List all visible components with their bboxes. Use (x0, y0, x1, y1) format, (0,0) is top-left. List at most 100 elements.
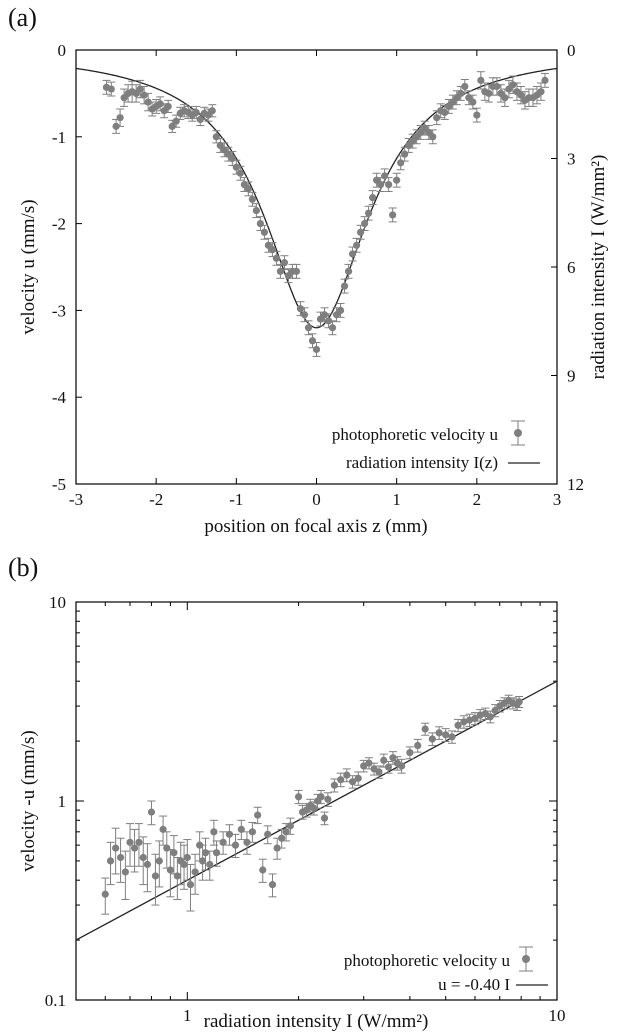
data-point (330, 781, 339, 789)
data-point (340, 282, 349, 290)
data-point-group (147, 800, 156, 826)
data-point (324, 795, 332, 803)
data-point (320, 814, 329, 822)
data-point (151, 872, 160, 880)
data-point-group (397, 758, 406, 774)
panel-a-y2-axis-label: radiation intensity I (W/mm²) (588, 155, 609, 380)
data-point (256, 220, 264, 228)
data-point-group (205, 850, 214, 881)
data-point (136, 85, 144, 93)
data-point-group (324, 313, 333, 329)
data-point-group (280, 255, 289, 271)
data-point (121, 868, 129, 876)
data-point-group (520, 91, 529, 110)
data-point (380, 756, 388, 764)
data-point (375, 768, 383, 776)
data-point (272, 254, 281, 262)
data-point-group (173, 857, 182, 900)
data-point-group (236, 165, 245, 181)
y-tick-label: -1 (52, 128, 66, 147)
data-point (343, 771, 351, 779)
data-point-group (344, 263, 353, 279)
data-point-group (448, 730, 457, 744)
data-point-group (435, 726, 444, 740)
data-point (244, 185, 252, 193)
data-point-group (454, 718, 463, 733)
data-point-group (456, 85, 465, 101)
data-point-group (374, 765, 383, 779)
x-tick-label: 1 (392, 490, 401, 509)
y-tick-label: -5 (52, 475, 66, 494)
data-point-group (388, 207, 397, 223)
data-point (397, 159, 405, 167)
y-tick-label: 0 (58, 41, 67, 60)
data-point (461, 82, 469, 91)
data-point-group (356, 224, 365, 240)
data-point (208, 107, 216, 115)
data-point (300, 311, 309, 319)
panel-a-legend-line-label: radiation intensity I(z) (346, 453, 498, 472)
data-point (385, 180, 393, 189)
y2-tick-label: 3 (567, 150, 576, 169)
panel-a-x-axis-label: position on focal axis z (mm) (204, 516, 427, 537)
x-tick-label: -1 (229, 490, 243, 509)
data-point-group (320, 811, 329, 826)
data-point (384, 763, 393, 771)
data-point-group (441, 728, 450, 743)
data-point-group (328, 320, 337, 336)
data-point (147, 808, 156, 816)
data-point-group (273, 837, 282, 860)
panel-b-label: (b) (8, 553, 38, 582)
panel-b-legend: photophoretic velocity u u = -0.40 I (344, 946, 548, 994)
data-point (398, 762, 406, 770)
data-point-group (476, 71, 485, 90)
data-point (248, 828, 256, 836)
data-point-group (277, 828, 286, 849)
data-point (401, 150, 409, 158)
data-point (126, 838, 134, 846)
data-point-group (101, 877, 110, 915)
data-point-group (186, 863, 195, 912)
data-point (236, 169, 244, 177)
data-point-group (320, 307, 329, 323)
data-point (352, 241, 361, 249)
data-point-group (428, 129, 437, 145)
data-point (164, 102, 172, 111)
data-point (501, 94, 509, 102)
data-point (324, 317, 333, 325)
panel-b-x-axis-label: radiation intensity I (W/mm²) (204, 1011, 429, 1032)
data-point-group (330, 778, 339, 793)
data-point (237, 825, 245, 833)
y-tick-label: 1 (58, 792, 67, 811)
y-tick-label: 0.1 (45, 991, 66, 1010)
data-point (349, 778, 357, 786)
data-point (156, 100, 164, 108)
data-point (365, 209, 373, 217)
data-point-group (256, 216, 265, 232)
data-point (485, 89, 493, 97)
data-point (348, 250, 357, 258)
data-point (282, 828, 290, 836)
data-point-group (340, 278, 349, 294)
data-point-group (166, 849, 175, 898)
data-point (198, 857, 207, 865)
data-point-group (126, 823, 135, 867)
data-point-group (248, 191, 257, 207)
data-point-group (460, 79, 469, 94)
data-point-group (465, 713, 474, 727)
data-point (116, 114, 124, 122)
data-point-group (294, 789, 303, 805)
data-point-group (384, 760, 393, 774)
data-point (191, 868, 199, 876)
data-point-group (515, 696, 524, 709)
data-point-group (156, 96, 165, 112)
panel-a-y-axis-label: velocity u (mm/s) (18, 199, 39, 334)
data-point-group (317, 789, 326, 805)
data-point (159, 825, 167, 833)
data-point-group (500, 88, 509, 107)
data-point (107, 85, 115, 93)
data-point (116, 853, 125, 862)
data-point-group (342, 768, 351, 783)
data-point (361, 220, 369, 228)
y2-tick-label: 6 (567, 258, 576, 277)
